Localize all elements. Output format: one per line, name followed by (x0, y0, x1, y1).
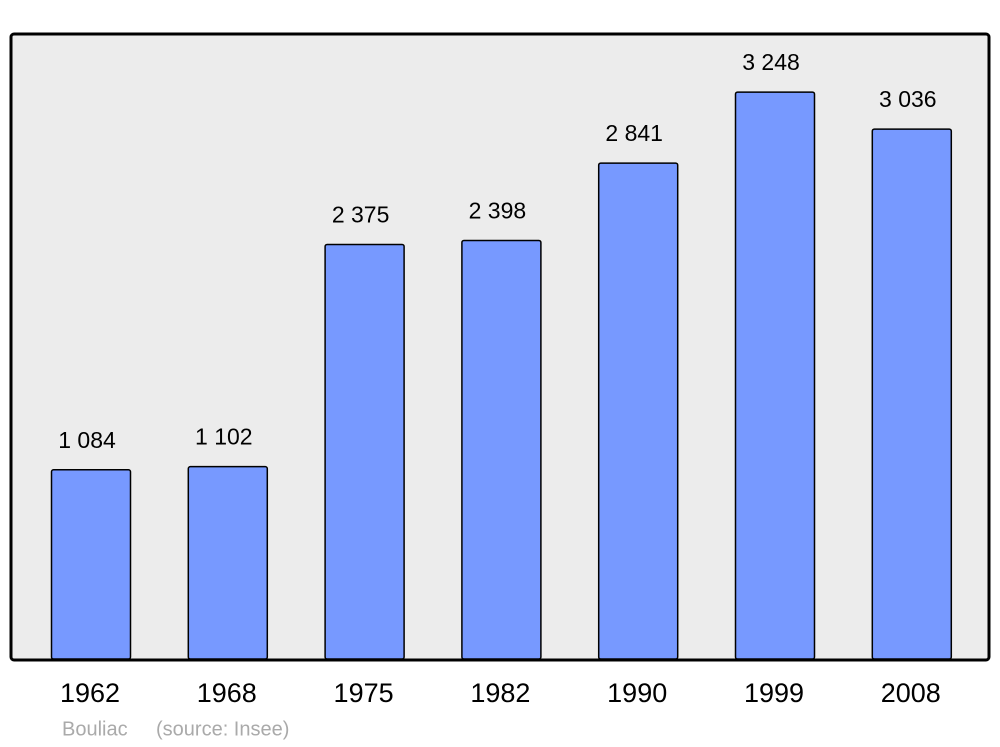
bar (50, 469, 132, 660)
x-tick-label: 1982 (470, 678, 530, 708)
value-label: 1 102 (195, 424, 253, 450)
chart-source: (source: Insee) (156, 718, 289, 740)
value-label: 3 248 (742, 49, 800, 75)
value-label: 1 084 (58, 427, 116, 453)
value-label: 2 375 (332, 202, 390, 228)
bar (871, 128, 953, 660)
value-label: 3 036 (879, 86, 937, 112)
value-label: 2 398 (469, 198, 527, 224)
x-tick-label: 1990 (607, 678, 667, 708)
value-label: 2 841 (605, 120, 663, 146)
bar (461, 239, 542, 660)
x-tick-label: 1975 (334, 678, 394, 708)
chart-note: Bouliac (62, 718, 128, 740)
bar (734, 91, 816, 660)
x-tick-label: 1962 (60, 678, 120, 708)
x-tick-label: 1999 (744, 678, 804, 708)
bar (324, 243, 405, 660)
bar (597, 162, 679, 660)
x-tick-label: 2008 (881, 678, 941, 708)
bar (187, 465, 269, 660)
x-tick-label: 1968 (197, 678, 257, 708)
